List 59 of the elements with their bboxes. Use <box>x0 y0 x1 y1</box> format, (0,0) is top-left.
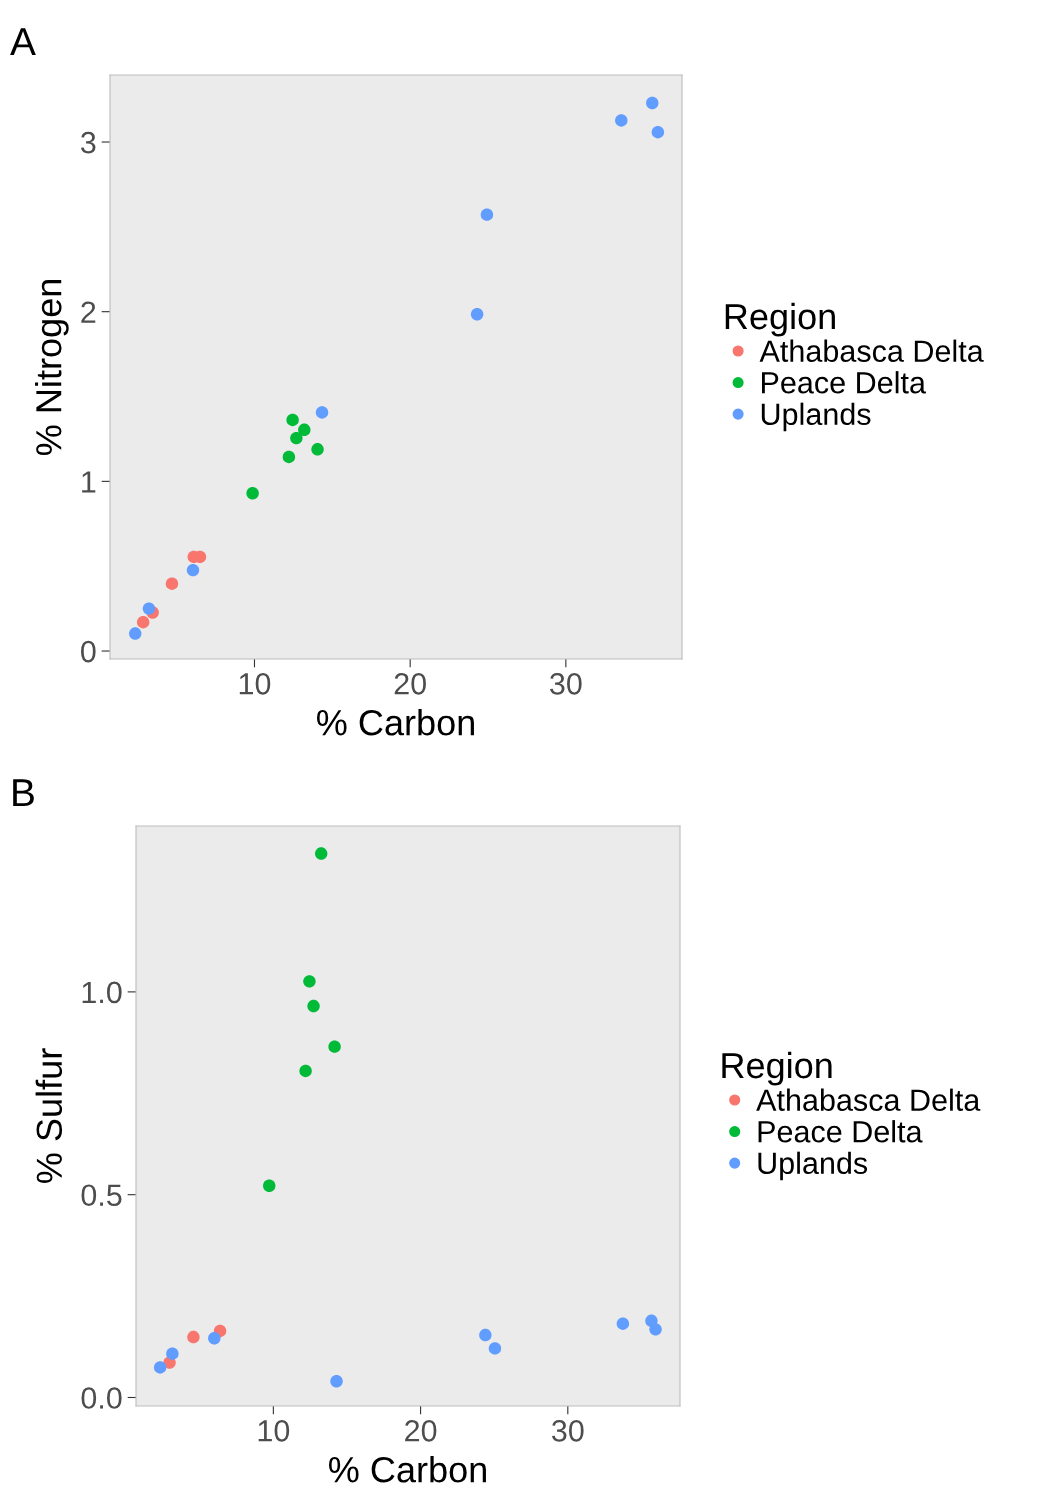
point <box>186 563 200 577</box>
point <box>303 975 316 988</box>
x-axis-title: % Carbon <box>329 1456 486 1483</box>
y-tick-label: 0.0 <box>81 1387 122 1409</box>
y-axis-title: % Sulfur <box>35 1048 63 1183</box>
point <box>315 406 329 419</box>
legend-label: Athabasca Delta <box>756 1088 981 1112</box>
point <box>282 450 296 464</box>
point <box>263 1179 276 1192</box>
legend-title: Region <box>722 1051 832 1086</box>
text: A <box>10 28 36 56</box>
legend-label: Peace Delta <box>758 1120 923 1143</box>
point <box>646 96 659 110</box>
point <box>299 1064 312 1078</box>
y-tick-label: 3 <box>80 131 96 154</box>
point <box>328 1040 341 1053</box>
point <box>286 413 299 427</box>
legend-label: Uplands <box>761 402 871 432</box>
point <box>315 847 328 860</box>
x-tick-label: 10 <box>239 673 271 695</box>
x-tick-label: 10 <box>258 1420 290 1442</box>
x-axis-title: % Carbon <box>317 709 474 736</box>
point <box>311 443 324 456</box>
y-axis-title: % Nitrogen <box>35 280 69 456</box>
point <box>470 308 484 321</box>
point <box>153 1361 167 1374</box>
legend-label: Uplands <box>758 1151 868 1181</box>
point <box>165 577 179 590</box>
text: B <box>13 779 34 807</box>
y-tick-label: 1 <box>82 471 96 493</box>
y-tick-label: 2 <box>81 301 96 323</box>
legend-title: Region <box>725 302 835 337</box>
point <box>187 1330 200 1344</box>
y-tick-label: 0.5 <box>81 1184 122 1207</box>
point <box>166 1347 179 1360</box>
x-tick-label: 30 <box>550 673 582 695</box>
point <box>480 208 494 221</box>
point <box>649 1323 662 1336</box>
point <box>330 1375 343 1388</box>
point <box>129 627 142 640</box>
y-tick-label: 0 <box>81 640 96 663</box>
point <box>616 1317 630 1330</box>
x-tick-label: 20 <box>405 1420 437 1442</box>
point <box>651 125 665 139</box>
point <box>290 431 303 445</box>
point <box>298 423 311 436</box>
point <box>136 615 150 629</box>
point <box>246 487 259 500</box>
x-tick-label: 20 <box>394 673 426 695</box>
x-tick-label: 30 <box>551 1420 584 1442</box>
y-tick-label: 1.0 <box>82 981 122 1004</box>
point <box>307 999 320 1013</box>
point <box>479 1328 492 1342</box>
point <box>142 602 156 615</box>
point <box>615 114 628 127</box>
legend-label: Athabasca Delta <box>759 339 984 363</box>
legend-label: Peace Delta <box>762 371 926 394</box>
point <box>208 1332 221 1345</box>
point <box>488 1342 502 1355</box>
